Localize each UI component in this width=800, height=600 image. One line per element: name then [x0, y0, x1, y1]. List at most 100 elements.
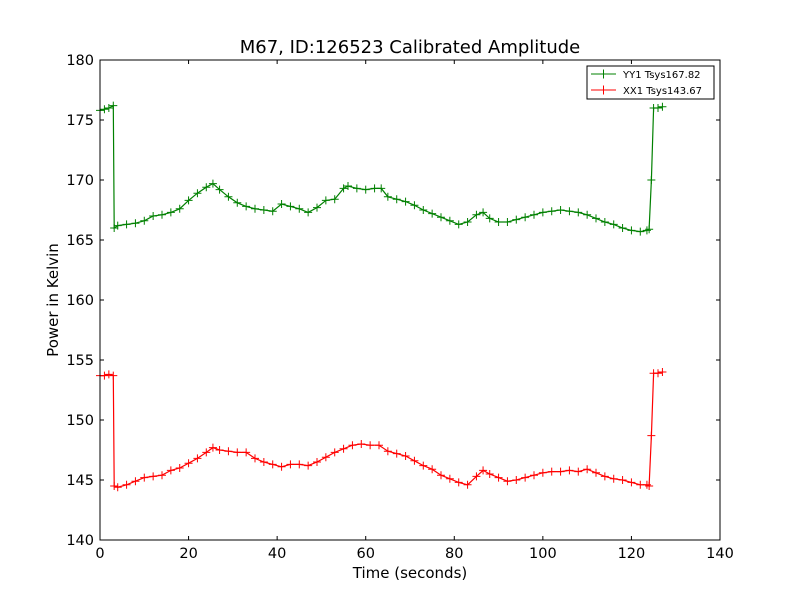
data-point-yy1	[224, 192, 233, 201]
data-point-xx1	[530, 471, 538, 480]
data-point-xx1	[503, 477, 512, 486]
data-point-yy1	[295, 204, 304, 213]
y-tick-label: 145	[66, 473, 94, 489]
data-point-yy1	[618, 224, 627, 232]
data-point-yy1	[479, 208, 488, 217]
data-point-xx1	[251, 454, 259, 463]
data-point-xx1	[479, 466, 488, 475]
data-point-xx1	[242, 448, 251, 457]
x-tick-label: 100	[529, 546, 557, 562]
data-point-yy1	[233, 198, 242, 207]
data-point-yy1	[208, 179, 217, 188]
data-point-xx1	[131, 477, 140, 486]
y-tick-label: 150	[66, 413, 94, 429]
data-point-yy1	[521, 213, 530, 222]
data-point-yy1	[654, 104, 662, 112]
data-point-xx1	[383, 447, 392, 456]
data-point-yy1	[530, 210, 538, 219]
data-point-xx1	[321, 453, 330, 462]
data-point-xx1	[485, 470, 494, 478]
data-point-yy1	[538, 208, 547, 217]
data-point-xx1	[472, 472, 481, 481]
data-point-xx1	[184, 459, 193, 468]
legend-marker-yy1	[598, 69, 609, 79]
data-point-xx1	[658, 368, 667, 376]
data-point-xx1	[113, 483, 122, 492]
data-point-yy1	[166, 208, 175, 217]
data-point-yy1	[277, 200, 286, 208]
data-point-xx1	[149, 472, 158, 481]
data-point-xx1	[592, 468, 600, 477]
data-point-yy1	[445, 216, 454, 225]
data-point-xx1	[330, 448, 339, 457]
data-point-yy1	[645, 225, 654, 234]
data-point-yy1	[503, 218, 512, 226]
data-point-yy1	[149, 212, 158, 220]
data-point-xx1	[259, 458, 268, 466]
data-point-yy1	[339, 184, 348, 193]
data-point-xx1	[428, 465, 437, 474]
legend-marker-xx1	[598, 85, 609, 95]
data-point-yy1	[512, 215, 521, 224]
data-point-yy1	[330, 195, 339, 204]
data-point-yy1	[494, 218, 503, 226]
data-point-yy1	[556, 206, 565, 214]
data-point-yy1	[321, 196, 330, 205]
data-point-xx1	[100, 371, 109, 380]
y-tick-label: 170	[66, 173, 94, 189]
data-point-yy1	[131, 219, 140, 228]
data-point-xx1	[110, 482, 119, 490]
data-point-yy1	[463, 218, 472, 226]
data-point-yy1	[401, 197, 410, 206]
data-point-yy1	[104, 104, 113, 112]
data-point-yy1	[377, 184, 386, 193]
data-point-xx1	[609, 474, 618, 483]
data-point-yy1	[304, 208, 313, 217]
data-point-xx1	[215, 446, 224, 454]
data-point-xx1	[437, 471, 445, 480]
legend: YY1 Tsys167.82 XX1 Tsys143.67	[586, 65, 715, 100]
data-point-xx1	[277, 462, 286, 471]
data-point-yy1	[109, 101, 118, 110]
data-point-xx1	[410, 456, 419, 465]
data-point-yy1	[454, 220, 463, 229]
data-point-xx1	[313, 458, 321, 466]
data-point-xx1	[366, 441, 375, 450]
data-point-xx1	[357, 440, 366, 448]
x-tick-label: 40	[268, 546, 286, 562]
plot-area: 0 20 40 60 80 100 120 140 140 145 150 155 160 165 170…	[66, 53, 734, 562]
data-point-yy1	[113, 221, 122, 230]
data-point-xx1	[295, 460, 304, 469]
data-point-yy1	[592, 214, 600, 223]
y-axis-ticks: 140 145 150 155 160 165 170 175 180	[66, 53, 720, 549]
data-point-xx1	[547, 467, 556, 476]
data-point-yy1	[313, 203, 321, 212]
data-point-xx1	[600, 472, 609, 481]
data-point-yy1	[193, 189, 202, 198]
data-point-xx1	[304, 461, 313, 470]
series-layer	[96, 101, 667, 492]
data-point-xx1	[565, 466, 574, 475]
x-tick-label: 140	[706, 546, 734, 562]
data-point-xx1	[104, 370, 113, 379]
data-point-xx1	[224, 447, 233, 456]
data-point-yy1	[383, 192, 392, 201]
data-point-xx1	[521, 473, 530, 482]
data-point-yy1	[140, 216, 149, 225]
x-axis-label: Time (seconds)	[352, 564, 468, 582]
data-point-xx1	[392, 449, 401, 458]
data-point-yy1	[251, 204, 259, 213]
legend-label-yy1: YY1 Tsys167.82	[622, 70, 701, 81]
data-point-yy1	[636, 227, 645, 236]
y-tick-label: 175	[66, 113, 94, 129]
data-point-xx1	[175, 464, 184, 472]
data-point-xx1	[140, 473, 149, 482]
data-point-xx1	[419, 461, 428, 470]
data-point-yy1	[215, 185, 224, 194]
data-point-xx1	[202, 448, 211, 457]
data-point-yy1	[242, 202, 251, 211]
x-tick-label: 80	[445, 546, 463, 562]
data-point-yy1	[547, 207, 556, 216]
data-point-yy1	[202, 183, 211, 192]
